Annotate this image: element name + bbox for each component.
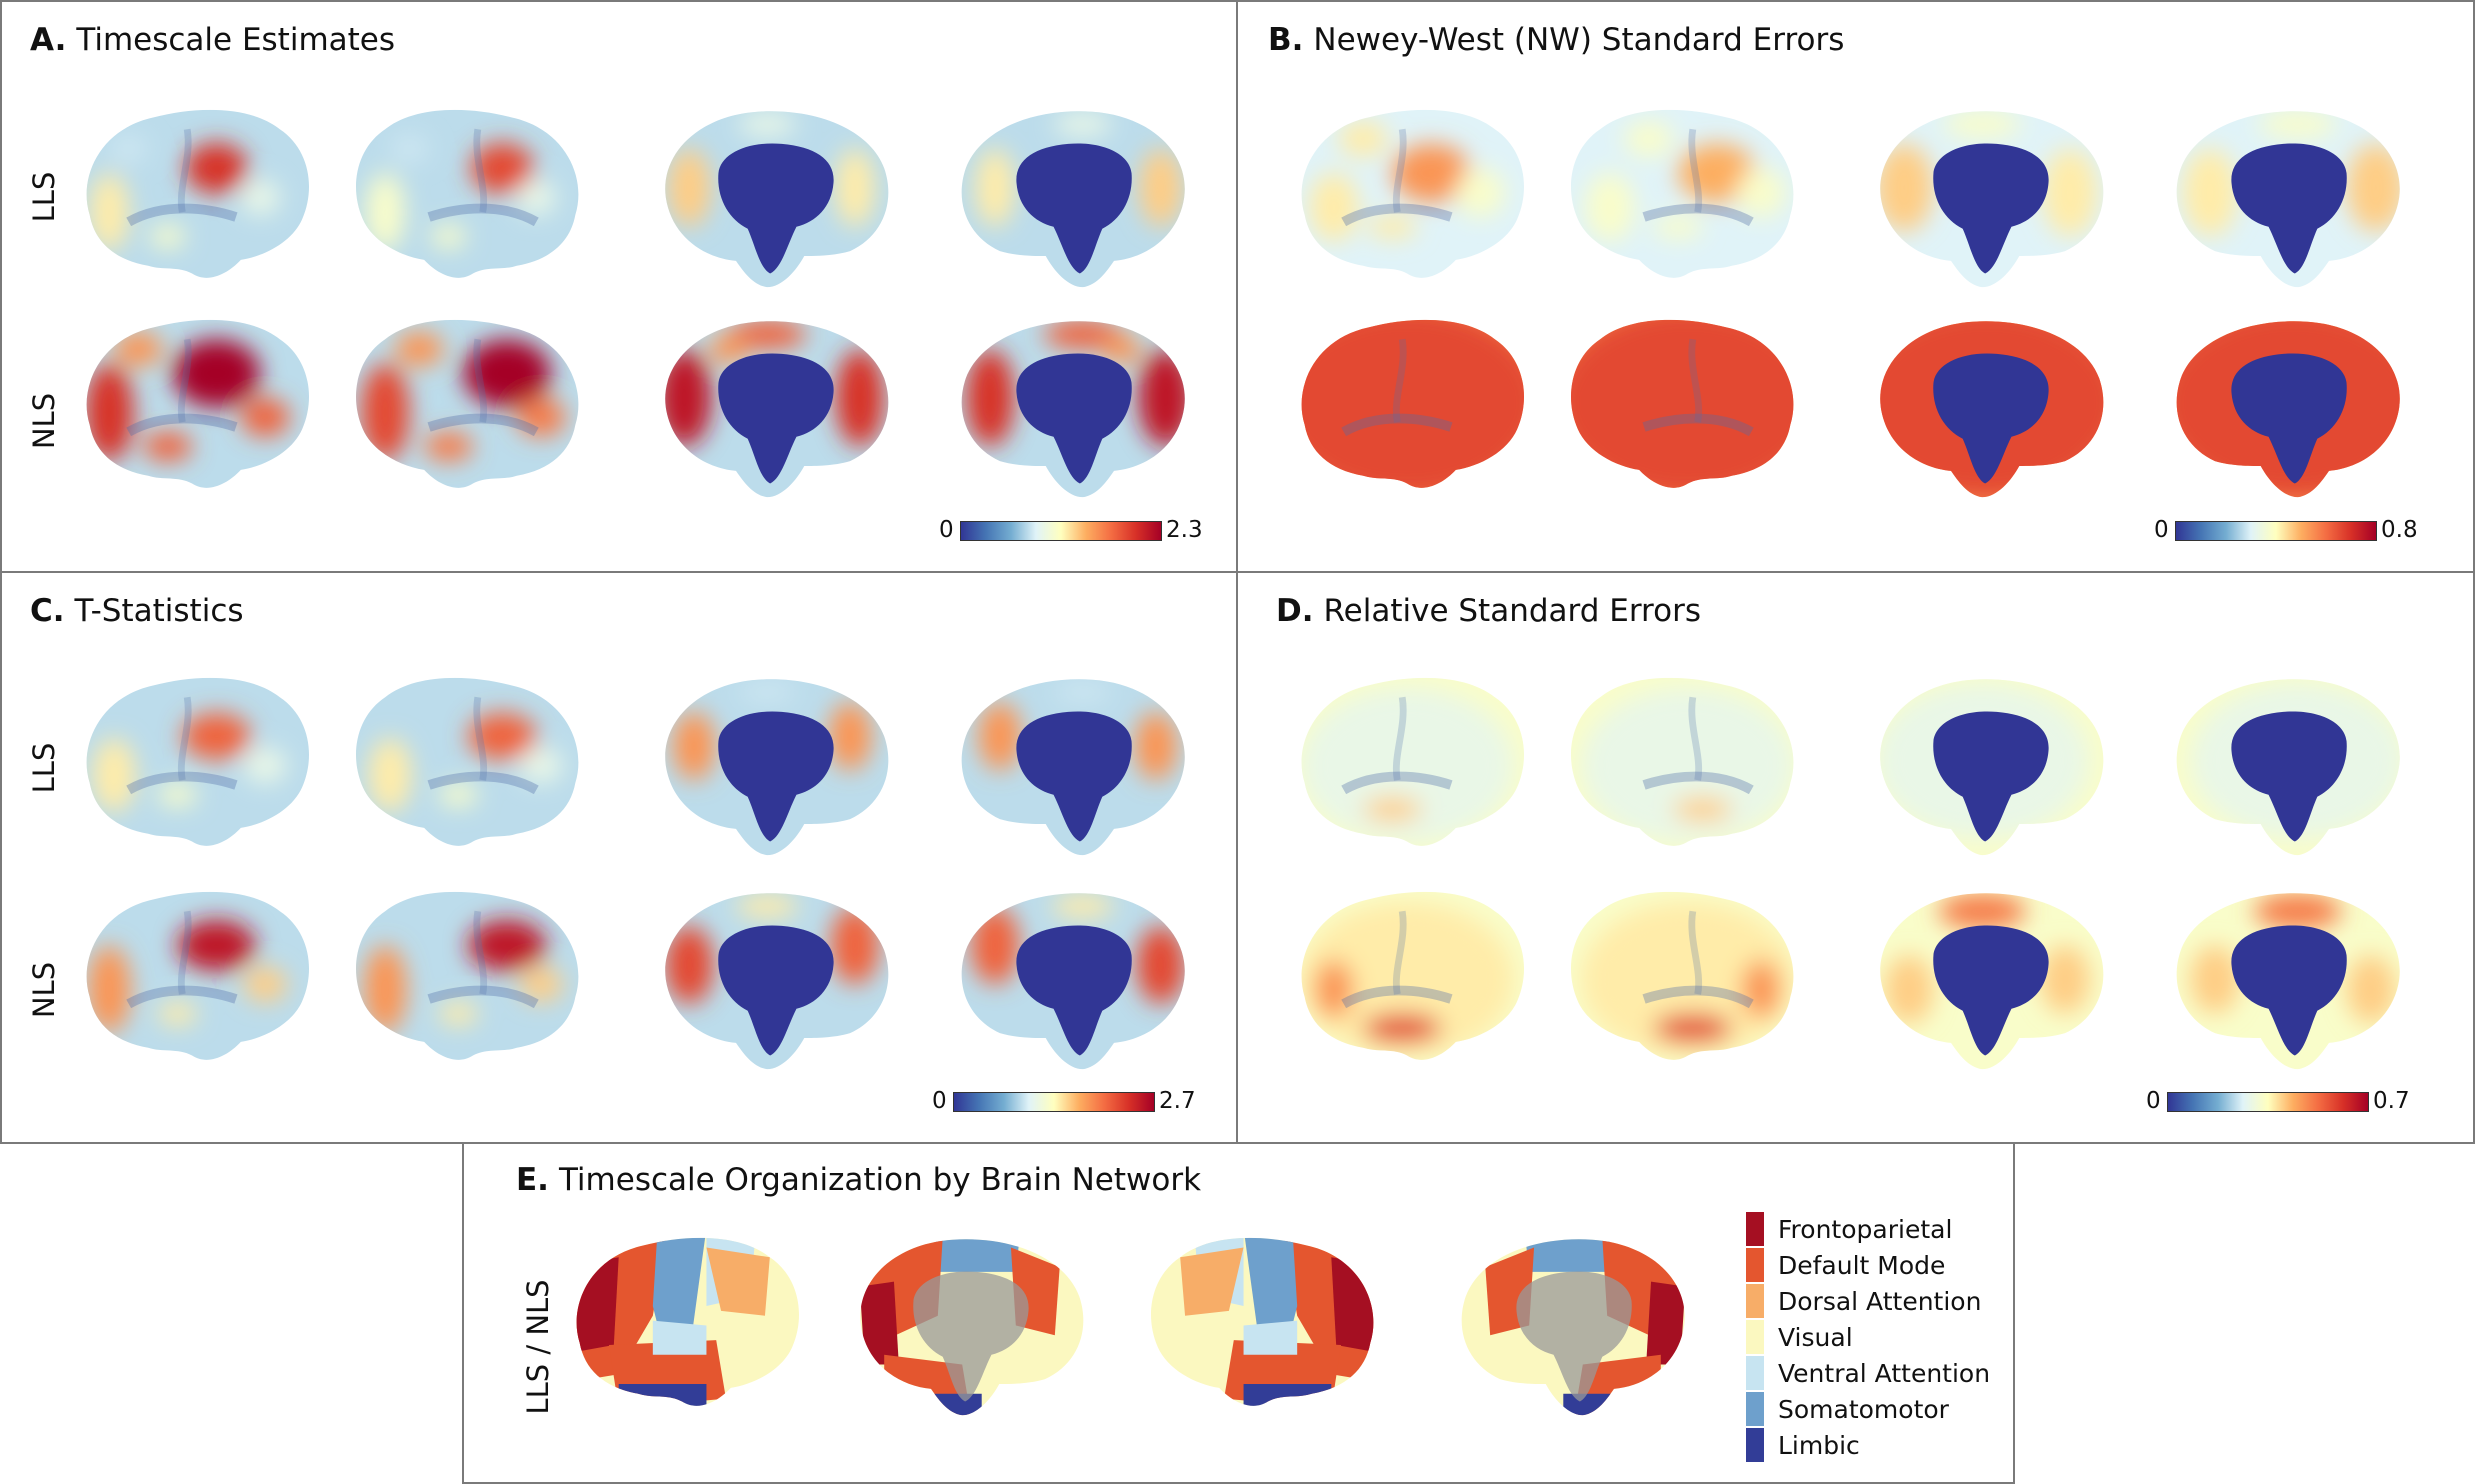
legend-label: Ventral Attention xyxy=(1778,1358,1991,1388)
panel-c-cbar-min: 0 xyxy=(932,1088,947,1114)
panel-d-title-text: Relative Standard Errors xyxy=(1323,593,1701,629)
panel-a-letter: A. xyxy=(30,22,67,58)
panel-c-title-text: T-Statistics xyxy=(74,593,244,629)
panel-c-letter: C. xyxy=(30,593,65,629)
panel-a: A. Timescale Estimates LLS NLS 0 2.3 xyxy=(0,0,1238,573)
panel-d-cbar-min: 0 xyxy=(2146,1088,2161,1114)
panel-d-title: D. Relative Standard Errors xyxy=(1276,593,1701,629)
legend-swatch xyxy=(1746,1320,1764,1354)
panel-e-title-text: Timescale Organization by Brain Network xyxy=(558,1162,1202,1198)
panel-b-title: B. Newey-West (NW) Standard Errors xyxy=(1268,22,1844,58)
panel-d: D. Relative Standard Errors 0 0.7 xyxy=(1236,571,2475,1144)
panel-a-title-text: Timescale Estimates xyxy=(76,22,396,58)
panel-d-colorbar xyxy=(2167,1092,2369,1112)
legend-label: Somatomotor xyxy=(1778,1394,1949,1424)
panel-c: C. T-Statistics LLS NLS 0 2.7 xyxy=(0,571,1238,1144)
panel-a-row-nls: NLS xyxy=(27,392,61,450)
legend-swatch xyxy=(1746,1284,1764,1318)
legend-label: Limbic xyxy=(1778,1430,1860,1460)
legend-item-default-mode: Default Mode xyxy=(1746,1248,1945,1282)
legend-swatch xyxy=(1746,1212,1764,1246)
panel-b-cbar-max: 0.8 xyxy=(2381,517,2418,543)
panel-e-row-label: LLS / NLS xyxy=(521,1279,555,1415)
panel-c-row-lls: LLS xyxy=(27,742,61,794)
panel-d-letter: D. xyxy=(1276,593,1314,629)
legend-label: Visual xyxy=(1778,1322,1853,1352)
panel-b-cbar-min: 0 xyxy=(2154,517,2169,543)
legend-item-frontoparietal: Frontoparietal xyxy=(1746,1212,1952,1246)
legend-label: Frontoparietal xyxy=(1778,1214,1953,1244)
panel-d-cbar-max: 0.7 xyxy=(2373,1088,2410,1114)
panel-a-cbar-max: 2.3 xyxy=(1166,517,1203,543)
panel-b-letter: B. xyxy=(1268,22,1304,58)
panel-c-row-nls: NLS xyxy=(27,961,61,1019)
panel-b-colorbar xyxy=(2175,521,2377,541)
panel-c-colorbar xyxy=(953,1092,1155,1112)
legend-swatch xyxy=(1746,1392,1764,1426)
legend-item-visual: Visual xyxy=(1746,1320,1853,1354)
panel-e-title: E. Timescale Organization by Brain Networ… xyxy=(516,1162,1201,1198)
legend-label: Dorsal Attention xyxy=(1778,1286,1982,1316)
legend-swatch xyxy=(1746,1356,1764,1390)
panel-e: E. Timescale Organization by Brain Networ… xyxy=(462,1142,2015,1484)
panel-a-colorbar xyxy=(960,521,1162,541)
legend-item-limbic: Limbic xyxy=(1746,1428,1860,1462)
legend-label: Default Mode xyxy=(1778,1250,1946,1280)
panel-a-row-lls: LLS xyxy=(27,171,61,223)
panel-c-title: C. T-Statistics xyxy=(30,593,244,629)
panel-c-cbar-max: 2.7 xyxy=(1159,1088,1196,1114)
panel-b: B. Newey-West (NW) Standard Errors 0 0.8 xyxy=(1236,0,2475,573)
legend-swatch xyxy=(1746,1248,1764,1282)
legend-item-dorsal-attention: Dorsal Attention xyxy=(1746,1284,1981,1318)
panel-a-cbar-min: 0 xyxy=(939,517,954,543)
panel-e-letter: E. xyxy=(516,1162,549,1198)
network-legend: Frontoparietal Default Mode Dorsal Atten… xyxy=(1746,1212,2006,1482)
legend-item-ventral-attention: Ventral Attention xyxy=(1746,1356,1990,1390)
panel-b-title-text: Newey-West (NW) Standard Errors xyxy=(1313,22,1845,58)
legend-swatch xyxy=(1746,1428,1764,1462)
panel-a-title: A. Timescale Estimates xyxy=(30,22,395,58)
legend-item-somatomotor: Somatomotor xyxy=(1746,1392,1949,1426)
